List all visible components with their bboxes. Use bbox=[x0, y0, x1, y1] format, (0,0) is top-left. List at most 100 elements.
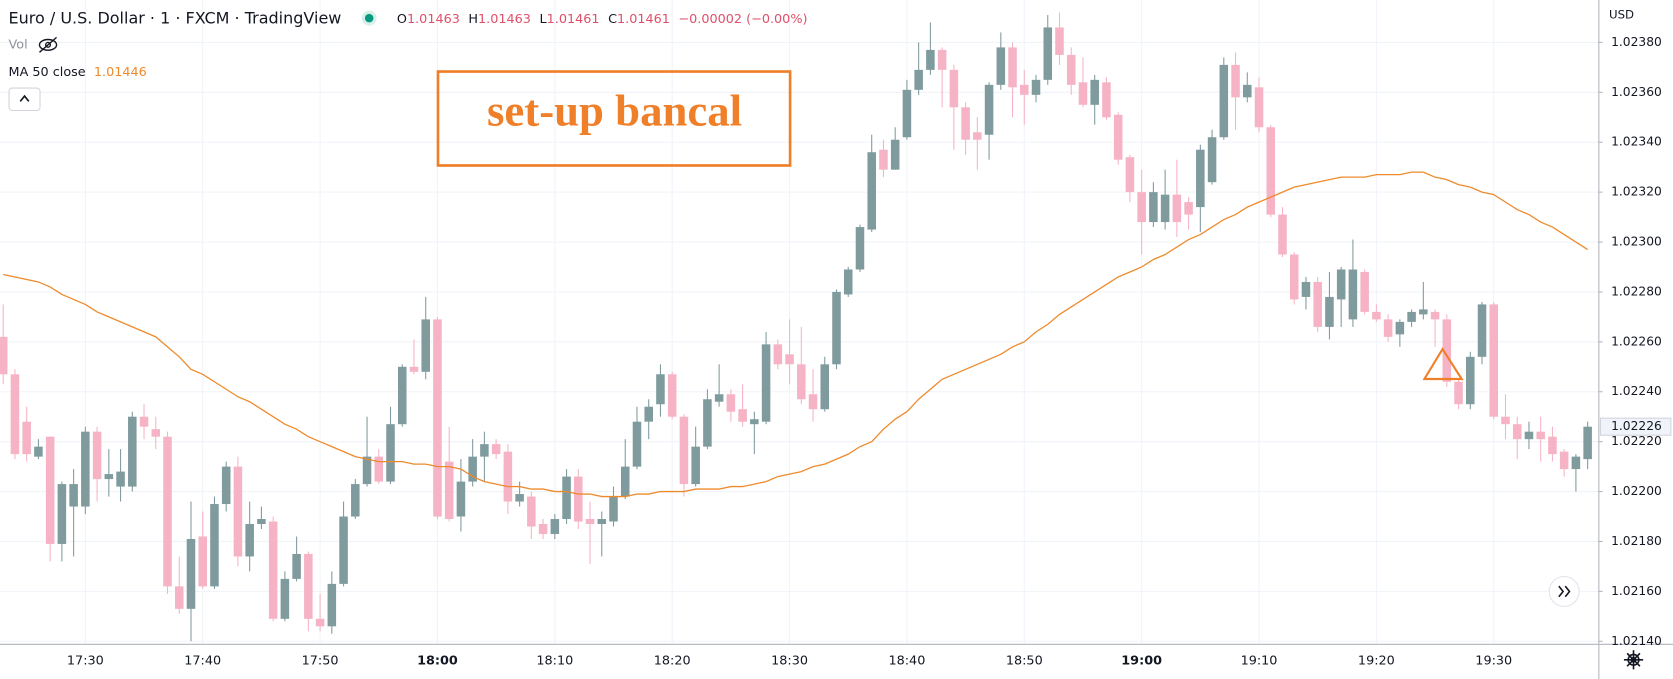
axes: 1.021401.021601.021801.022001.022201.022… bbox=[67, 35, 1672, 668]
candle-body bbox=[703, 399, 712, 447]
x-tick-label: 19:00 bbox=[1121, 653, 1162, 668]
candle-body bbox=[1313, 281, 1322, 327]
candle-body bbox=[1243, 84, 1252, 98]
candle-body bbox=[1489, 304, 1499, 417]
candle-body bbox=[1559, 451, 1569, 470]
candle-body bbox=[69, 484, 78, 507]
scroll-to-realtime-button[interactable] bbox=[1548, 575, 1580, 607]
candle-body bbox=[855, 227, 865, 270]
ohlc-key: L bbox=[539, 12, 547, 27]
candle-body bbox=[327, 583, 337, 627]
candle-body bbox=[409, 366, 419, 372]
candle-body bbox=[22, 421, 31, 455]
currency-label[interactable]: USD bbox=[1609, 7, 1634, 21]
candle-body bbox=[620, 466, 630, 497]
candle-body bbox=[773, 344, 783, 365]
candle-body bbox=[550, 519, 560, 534]
candle-body bbox=[1020, 84, 1029, 95]
candle-body bbox=[1149, 192, 1158, 223]
candle-body bbox=[1289, 254, 1299, 300]
ma-line bbox=[3, 171, 1588, 498]
candle-body bbox=[0, 336, 8, 375]
candle-body bbox=[233, 466, 243, 557]
candle-body bbox=[1407, 311, 1416, 322]
candle-body bbox=[1325, 296, 1334, 327]
candle-body bbox=[1055, 27, 1064, 55]
candle-body bbox=[843, 269, 853, 295]
y-tick-label: 1.02240 bbox=[1611, 384, 1662, 398]
y-tick-label: 1.02180 bbox=[1611, 534, 1662, 548]
volume-label[interactable]: Vol bbox=[9, 37, 28, 52]
y-tick-label: 1.02220 bbox=[1611, 434, 1662, 448]
candle-body bbox=[926, 49, 935, 70]
candle-body bbox=[609, 496, 618, 522]
annotation-box[interactable] bbox=[436, 70, 792, 167]
triangle-drawing[interactable] bbox=[1422, 347, 1464, 381]
ohlc-key: O bbox=[397, 12, 407, 27]
candle-body bbox=[656, 374, 665, 405]
x-tick-label: 17:50 bbox=[302, 653, 339, 668]
settings-gear[interactable] bbox=[1623, 650, 1644, 670]
candle-body bbox=[139, 416, 149, 427]
candle-body bbox=[315, 618, 325, 627]
candle-body bbox=[1254, 87, 1264, 128]
candle-body bbox=[984, 84, 994, 135]
candle-body bbox=[761, 344, 771, 422]
y-tick-label: 1.02160 bbox=[1611, 584, 1662, 598]
candle-body bbox=[280, 578, 290, 619]
candle-body bbox=[292, 553, 301, 579]
price-axis-panel bbox=[1598, 0, 1673, 679]
candle-body bbox=[902, 89, 912, 138]
last-price-label: 1.02226 bbox=[1611, 419, 1662, 433]
candle-body bbox=[1395, 321, 1405, 335]
x-tick-label: 18:00 bbox=[417, 653, 458, 668]
candle-body bbox=[397, 366, 407, 425]
x-tick-label: 18:30 bbox=[771, 653, 808, 668]
candle-body bbox=[1524, 431, 1534, 440]
candle-body bbox=[797, 364, 806, 400]
candle-body bbox=[961, 107, 970, 140]
candle-body bbox=[1196, 149, 1205, 208]
candle-body bbox=[1301, 281, 1311, 297]
candle-body bbox=[973, 132, 982, 140]
candle-body bbox=[174, 586, 184, 609]
candle-body bbox=[1442, 319, 1452, 382]
candle-body bbox=[491, 444, 501, 455]
candle-body bbox=[1348, 269, 1358, 320]
candle-body bbox=[10, 374, 20, 455]
x-tick-label: 18:40 bbox=[888, 653, 925, 668]
x-tick-label: 18:20 bbox=[654, 653, 691, 668]
candle-body bbox=[527, 496, 536, 527]
candle-body bbox=[1419, 309, 1428, 315]
candle-body bbox=[1137, 192, 1146, 223]
candle-body bbox=[163, 436, 172, 587]
collapse-button[interactable] bbox=[8, 87, 41, 112]
ohlc-value: 1.01463 bbox=[478, 12, 531, 27]
candle-body bbox=[186, 538, 196, 609]
candle-body bbox=[1360, 271, 1369, 312]
y-tick-label: 1.02300 bbox=[1611, 235, 1662, 249]
x-tick-label: 19:20 bbox=[1358, 653, 1395, 668]
candle-body bbox=[644, 406, 653, 422]
candle-body bbox=[374, 456, 384, 482]
candle-body bbox=[1583, 426, 1592, 460]
candle-body bbox=[1501, 416, 1510, 425]
indicator-label[interactable]: MA 50 close bbox=[9, 65, 86, 80]
candle-body bbox=[914, 69, 923, 90]
candle-body bbox=[221, 466, 231, 505]
candle-body bbox=[808, 394, 818, 410]
annotation-text[interactable]: set-up bancal bbox=[487, 86, 742, 136]
plot-area bbox=[0, 12, 1592, 642]
candle-body bbox=[1266, 127, 1276, 215]
candle-body bbox=[304, 553, 313, 619]
hide-eye-icon[interactable] bbox=[38, 36, 58, 53]
candle-body bbox=[738, 409, 747, 422]
y-tick-label: 1.02340 bbox=[1611, 135, 1662, 149]
ohlc-legend: O1.01463 H1.01463 L1.01461 C1.01461 −0.00002… bbox=[397, 12, 808, 27]
candle-body bbox=[57, 484, 67, 544]
y-tick-label: 1.02320 bbox=[1611, 185, 1662, 199]
ohlc-value: 1.01461 bbox=[617, 12, 670, 27]
candle-body bbox=[1113, 114, 1123, 160]
